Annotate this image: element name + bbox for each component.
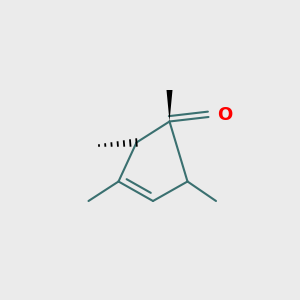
Polygon shape: [167, 90, 172, 122]
Text: O: O: [217, 106, 232, 124]
